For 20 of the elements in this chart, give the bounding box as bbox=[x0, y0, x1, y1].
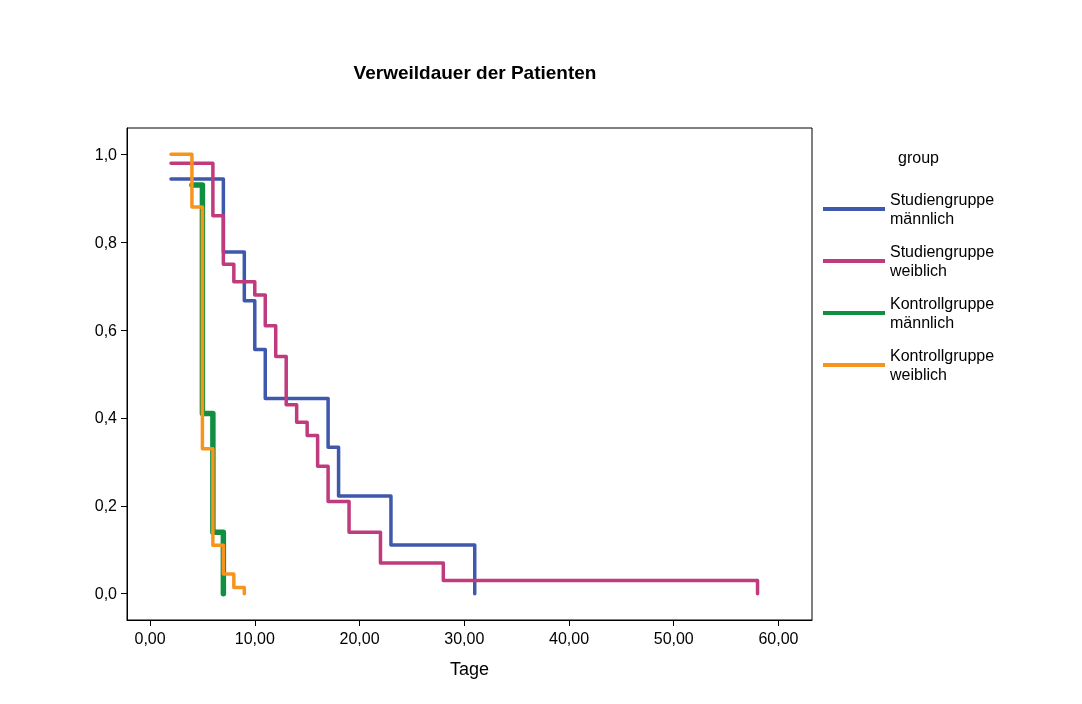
chart-title: Verweildauer der Patienten bbox=[353, 62, 597, 83]
x-tick-label: 0,00 bbox=[134, 629, 166, 647]
legend-label: Studiengruppe männlich bbox=[890, 191, 995, 227]
y-tick-label: 0,4 bbox=[94, 409, 118, 427]
legend-title: group bbox=[898, 148, 940, 166]
x-tick-label: 20,00 bbox=[339, 629, 380, 647]
y-tick-label: 0,6 bbox=[94, 321, 118, 339]
x-axis-title: Tage bbox=[449, 659, 490, 679]
y-tick-label: 0,0 bbox=[94, 585, 118, 603]
y-tick-label: 0,2 bbox=[94, 497, 118, 515]
legend-label: Kontrollgruppe weiblich bbox=[889, 347, 995, 383]
x-tick-label: 10,00 bbox=[234, 629, 275, 647]
y-tick-label: 0,8 bbox=[94, 233, 118, 251]
x-tick-label: 40,00 bbox=[548, 629, 590, 647]
x-tick-label: 60,00 bbox=[758, 629, 799, 647]
x-tick-label: 50,00 bbox=[653, 629, 694, 647]
legend-label: Kontrollgruppe männlich bbox=[890, 295, 995, 331]
x-tick-label: 30,00 bbox=[444, 629, 485, 647]
legend-label: Studiengruppe weiblich bbox=[889, 243, 995, 279]
y-tick-label: 1,0 bbox=[94, 145, 118, 163]
